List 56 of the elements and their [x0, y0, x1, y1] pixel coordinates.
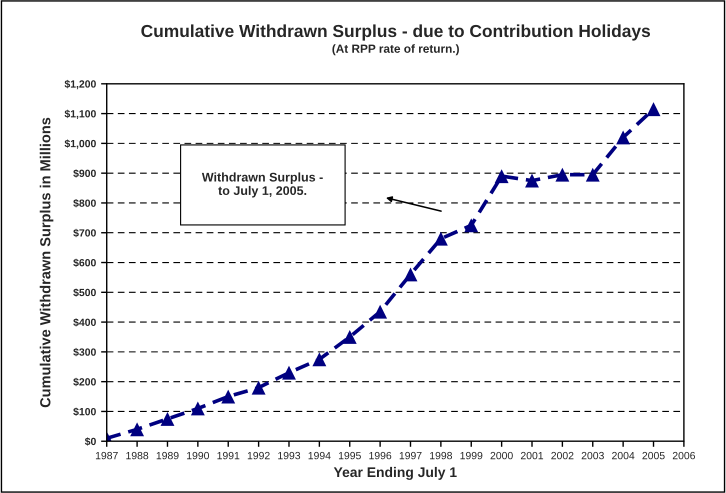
point: [525, 174, 539, 188]
point: [586, 168, 600, 182]
x-tick-label: 2006: [672, 452, 696, 460]
y-tick-label: $400: [73, 318, 96, 327]
x-tick-label: 2004: [612, 452, 634, 460]
point: [555, 168, 570, 182]
point: [221, 390, 236, 404]
annotation: Withdrawn Surplus - to July 1, 2005.: [202, 172, 323, 198]
x-tick-label: 1998: [430, 452, 452, 460]
point: [312, 352, 326, 366]
point: [616, 130, 630, 144]
y-axis-title: Cumulative Withdrawn Surplus in Millions: [40, 118, 54, 408]
chart-subtitle: (At RPP rate of return.): [332, 44, 459, 56]
point: [464, 218, 478, 232]
y-tick-label: $800: [73, 198, 96, 208]
x-tick-label: 1990: [187, 452, 210, 460]
x-tick-label: 1987: [96, 452, 118, 460]
x-tick-label: 1992: [248, 452, 270, 460]
x-tick-label: 1994: [308, 452, 331, 460]
x-tick-label: 2000: [490, 452, 513, 460]
point: [130, 422, 144, 436]
x-tick-label: 1997: [400, 452, 422, 460]
y-tick-label: $100: [73, 407, 96, 416]
x-tick-label: 1989: [156, 452, 179, 460]
point: [160, 412, 174, 426]
point: [646, 102, 660, 116]
x-axis-title: Year Ending July 1: [334, 466, 457, 480]
point: [373, 304, 388, 319]
y-tick-label: $500: [73, 288, 96, 297]
x-tick-label: 1988: [126, 452, 148, 460]
y-tick-label: $0: [84, 437, 96, 446]
x-tick-label: 1995: [338, 452, 361, 460]
y-tick-label: $1,200: [64, 80, 96, 90]
x-tick-label: 1993: [278, 452, 300, 460]
y-tick-label: $900: [73, 169, 96, 178]
y-tick-label: $300: [73, 348, 96, 356]
point: [404, 267, 418, 282]
chart-title: Cumulative Withdrawn Surplus - due to Contribution Holidays: [141, 24, 650, 41]
point: [190, 402, 205, 416]
point: [342, 330, 357, 344]
x-tick-label: 2003: [582, 452, 604, 460]
y-tick-label: $700: [73, 228, 96, 238]
x-tick-label: 1991: [217, 452, 240, 460]
x-tick-label: 1996: [369, 452, 392, 460]
x-tick-label: 1999: [460, 452, 482, 460]
point: [494, 169, 509, 184]
point: [252, 380, 266, 395]
x-tick-label: 2005: [642, 452, 665, 460]
y-tick-label: $1,100: [64, 110, 96, 119]
point: [434, 232, 448, 246]
x-tick-label: 2002: [551, 452, 574, 460]
point: [282, 366, 296, 380]
x-tick-label: 2001: [520, 452, 544, 460]
y-tick-label: $600: [73, 258, 96, 268]
y-tick-label: $1,000: [64, 139, 96, 149]
y-tick-label: $200: [73, 378, 96, 386]
